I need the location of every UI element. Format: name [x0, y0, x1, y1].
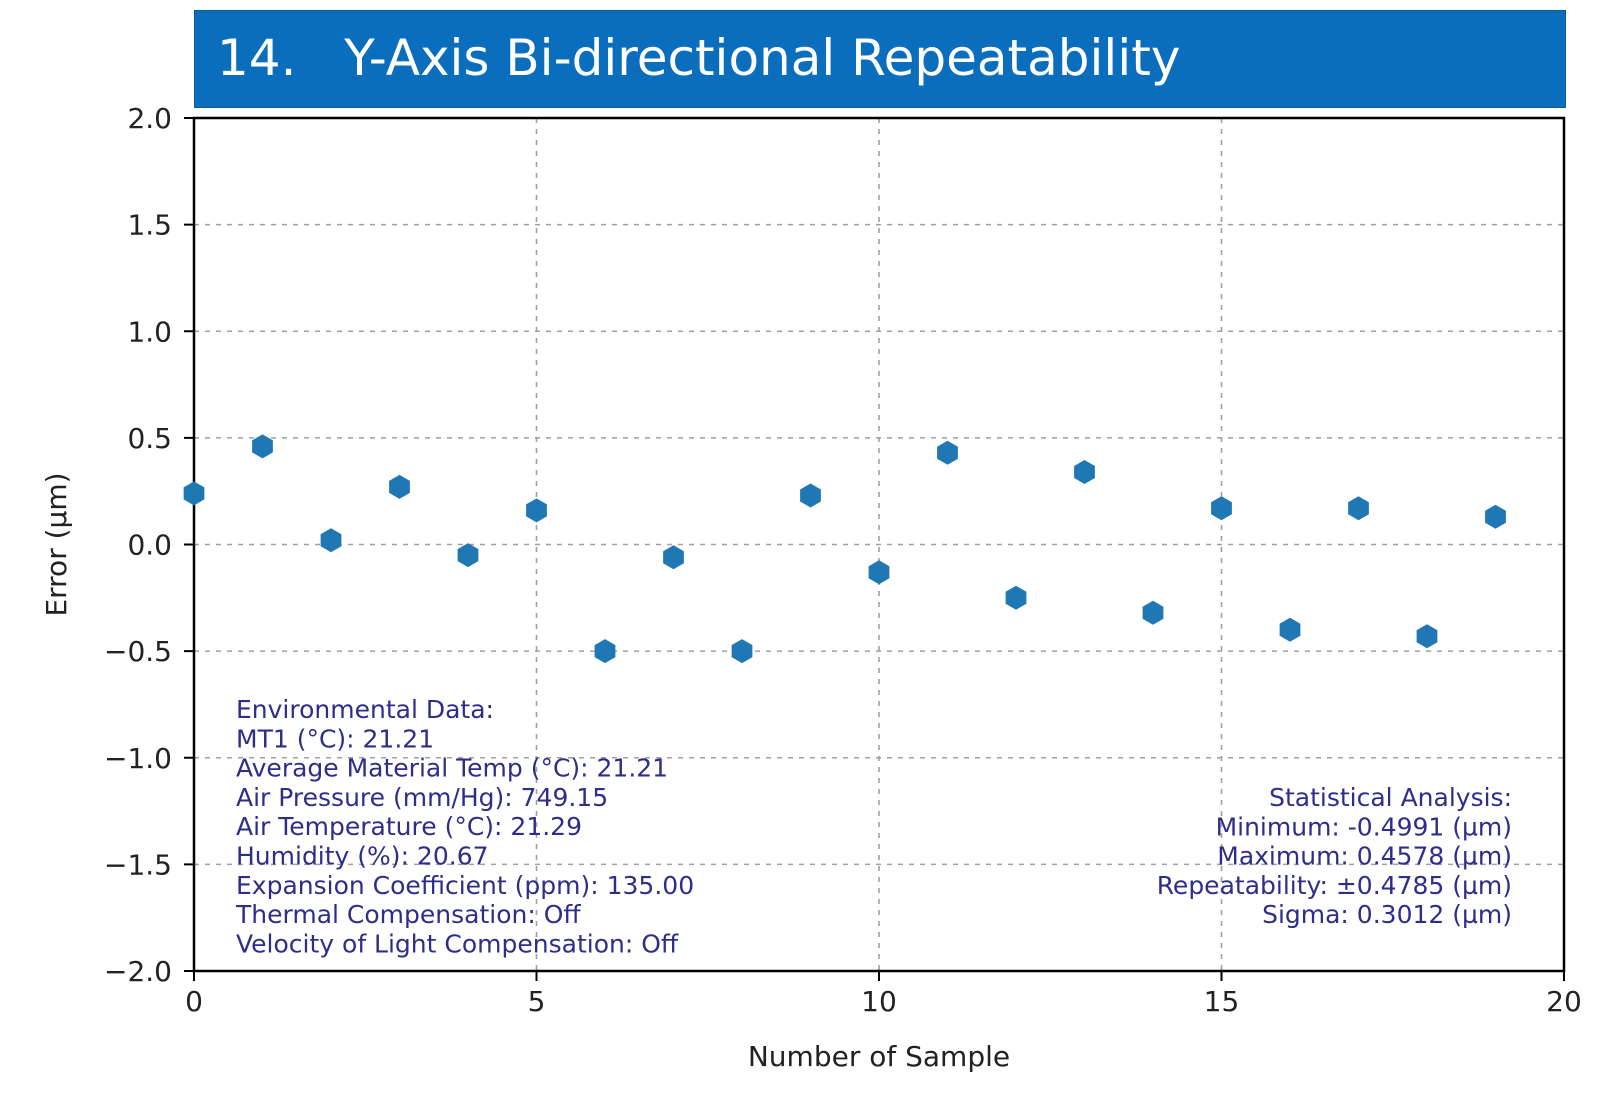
environmental-data-line: Humidity (%): 20.67	[236, 842, 489, 871]
statistical-analysis-line: Repeatability: ±0.4785 (µm)	[1157, 871, 1512, 900]
data-point	[663, 545, 684, 570]
y-tick-label: −0.5	[104, 635, 172, 668]
data-point	[937, 440, 958, 465]
environmental-data-annotation: Environmental Data:MT1 (°C): 21.21Averag…	[235, 695, 694, 958]
data-point	[1279, 617, 1301, 642]
y-tick-label: 0.5	[127, 422, 172, 455]
environmental-data-line: Velocity of Light Compensation: Off	[236, 929, 679, 958]
axis-ticks: 2.0 1.5 1.0 0.5 0.0 −0.5 −1.0 −1.5 −2.0 0 5 10 15 20	[104, 102, 1582, 1018]
chart-title: 14. Y-Axis Bi-directional Repeatability	[217, 29, 1181, 87]
y-axis-label: Error (µm)	[40, 472, 73, 616]
y-tick-label: −1.5	[104, 848, 172, 881]
y-tick-label: 1.0	[127, 315, 172, 348]
data-point	[457, 543, 479, 568]
statistical-analysis-line: Sigma: 0.3012 (µm)	[1262, 900, 1512, 929]
statistical-analysis-annotation: Statistical Analysis:Minimum: -0.4991 (µ…	[1157, 783, 1512, 929]
data-point	[252, 434, 273, 459]
y-tick-label: 1.5	[127, 209, 172, 242]
y-tick-label: −2.0	[104, 955, 172, 988]
statistical-analysis-line: Statistical Analysis:	[1269, 783, 1512, 812]
environmental-data-line: Environmental Data:	[236, 695, 494, 724]
data-point	[1416, 624, 1438, 649]
data-point	[800, 483, 821, 508]
x-axis-label: Number of Sample	[748, 1040, 1010, 1073]
data-point	[320, 528, 342, 553]
environmental-data-line: Thermal Compensation: Off	[235, 900, 581, 929]
x-tick-label: 15	[1204, 985, 1240, 1018]
data-point	[868, 560, 890, 585]
data-point	[594, 639, 616, 664]
x-tick-label: 5	[528, 985, 546, 1018]
data-point	[1485, 504, 1506, 529]
statistical-analysis-line: Maximum: 0.4578 (µm)	[1217, 842, 1512, 871]
environmental-data-line: Air Pressure (mm/Hg): 749.15	[236, 783, 608, 812]
y-tick-label: 0.0	[127, 529, 172, 562]
environmental-data-line: Air Temperature (°C): 21.29	[236, 812, 582, 841]
y-tick-label: −1.0	[104, 742, 172, 775]
title-bar: 14. Y-Axis Bi-directional Repeatability	[194, 10, 1566, 108]
data-point	[1348, 496, 1369, 521]
data-point	[1074, 460, 1095, 484]
data-points	[183, 434, 1506, 664]
data-point	[1142, 600, 1164, 625]
environmental-data-line: Expansion Coefficient (ppm): 135.00	[236, 871, 694, 900]
y-tick-label: 2.0	[127, 102, 172, 135]
x-tick-label: 20	[1546, 985, 1582, 1018]
data-point	[389, 474, 410, 499]
grid-lines	[194, 118, 1564, 971]
data-point	[731, 639, 753, 664]
environmental-data-line: MT1 (°C): 21.21	[236, 724, 434, 753]
data-point	[1005, 585, 1027, 610]
data-point	[183, 481, 205, 506]
environmental-data-line: Average Material Temp (°C): 21.21	[236, 754, 668, 783]
x-tick-label: 10	[861, 985, 897, 1018]
x-tick-label: 0	[185, 985, 203, 1018]
data-point	[526, 498, 547, 523]
data-point	[1211, 496, 1232, 521]
statistical-analysis-line: Minimum: -0.4991 (µm)	[1216, 812, 1512, 841]
